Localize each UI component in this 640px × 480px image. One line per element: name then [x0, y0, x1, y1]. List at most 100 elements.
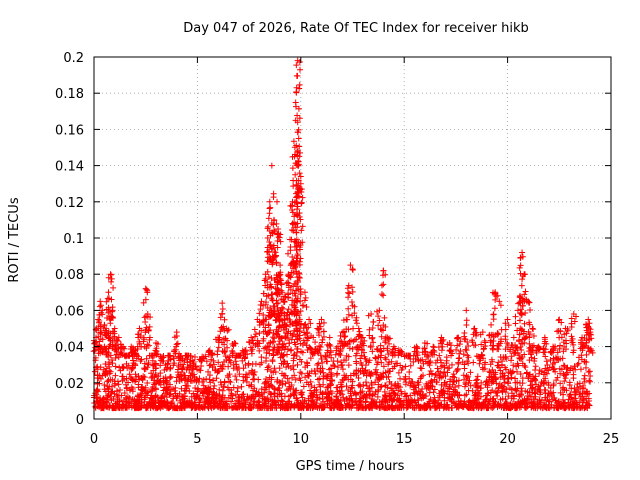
baseline-point: [271, 398, 278, 405]
baseline-point: [366, 369, 373, 376]
baseline-point: [518, 400, 525, 407]
baseline-point: [519, 380, 526, 387]
baseline-point: [532, 390, 539, 397]
spread-point: [324, 349, 331, 356]
baseline-point: [553, 377, 560, 384]
baseline-point: [532, 363, 539, 370]
baseline-point: [327, 398, 334, 405]
baseline-point: [173, 378, 180, 385]
spread-point: [585, 336, 592, 343]
data-point: [488, 321, 495, 328]
baseline-point: [454, 365, 461, 372]
baseline-point: [124, 365, 131, 372]
baseline-point: [549, 364, 556, 371]
spread-point: [437, 337, 444, 344]
baseline-point: [303, 359, 310, 366]
spread-point: [293, 142, 300, 149]
baseline-point: [328, 377, 335, 384]
baseline-point: [200, 376, 207, 383]
spread-point: [447, 347, 454, 354]
baseline-point: [435, 368, 442, 375]
data-point: [463, 307, 470, 314]
baseline-point: [187, 377, 194, 384]
baseline-point: [324, 384, 331, 391]
baseline-point: [200, 382, 207, 389]
spread-point: [108, 275, 115, 282]
baseline-point: [339, 366, 346, 373]
baseline-point: [280, 361, 287, 368]
baseline-point: [425, 360, 432, 367]
baseline-point: [165, 357, 172, 364]
spread-point: [490, 338, 497, 345]
baseline-point: [561, 378, 568, 385]
baseline-point: [331, 363, 338, 370]
baseline-point: [346, 403, 353, 410]
spread-point: [267, 327, 274, 334]
baseline-point: [196, 375, 203, 382]
baseline-point: [425, 380, 432, 387]
spread-point: [561, 343, 568, 350]
spread-point: [265, 292, 272, 299]
chart-title: Day 047 of 2026, Rate Of TEC Index for r…: [183, 21, 529, 36]
spread-point: [495, 346, 502, 353]
baseline-point: [446, 378, 453, 385]
baseline-point: [561, 386, 568, 393]
spread-point: [422, 348, 429, 355]
baseline-point: [502, 389, 509, 396]
spread-point: [297, 173, 304, 180]
baseline-point: [301, 397, 308, 404]
baseline-point: [382, 392, 389, 399]
data-point: [254, 316, 261, 323]
data-point: [492, 289, 499, 296]
baseline-point: [559, 396, 566, 403]
spread-point: [517, 317, 524, 324]
baseline-point: [468, 404, 475, 411]
spread-point: [251, 326, 258, 333]
baseline-point: [550, 360, 557, 367]
spread-point: [217, 314, 224, 321]
spread-point: [350, 325, 357, 332]
data-point: [142, 285, 149, 292]
baseline-point: [417, 365, 424, 372]
baseline-point: [286, 383, 293, 390]
baseline-point: [542, 404, 549, 411]
spread-point: [380, 292, 387, 299]
spread-point: [326, 341, 333, 348]
baseline-point: [426, 371, 433, 378]
spread-point: [294, 242, 301, 249]
baseline-point: [193, 375, 200, 382]
baseline-point: [309, 393, 316, 400]
baseline-point: [542, 375, 549, 382]
spread-point: [262, 324, 269, 331]
baseline-point: [138, 356, 145, 363]
spread-point: [292, 260, 299, 267]
baseline-point: [378, 374, 385, 381]
baseline-point: [537, 391, 544, 398]
spread-point: [454, 335, 461, 342]
baseline-point: [521, 362, 528, 369]
spread-point: [495, 340, 502, 347]
data-point: [266, 198, 273, 205]
baseline-point: [310, 392, 317, 399]
baseline-point: [302, 374, 309, 381]
data-point: [446, 339, 453, 346]
baseline-point: [113, 400, 120, 407]
baseline-point: [465, 387, 472, 394]
baseline-point: [528, 403, 535, 410]
baseline-point: [455, 377, 462, 384]
spread-point: [378, 282, 385, 289]
data-point: [132, 347, 139, 354]
spread-point: [288, 336, 295, 343]
spread-point: [105, 274, 112, 281]
baseline-point: [331, 399, 338, 406]
baseline-point: [341, 398, 348, 405]
spread-point: [273, 220, 280, 227]
baseline-point: [440, 387, 447, 394]
spread-point: [97, 345, 104, 352]
baseline-point: [330, 358, 337, 365]
baseline-point: [263, 376, 270, 383]
data-point: [384, 334, 391, 341]
baseline-point: [526, 357, 533, 364]
baseline-point: [180, 372, 187, 379]
spread-point: [486, 332, 493, 339]
